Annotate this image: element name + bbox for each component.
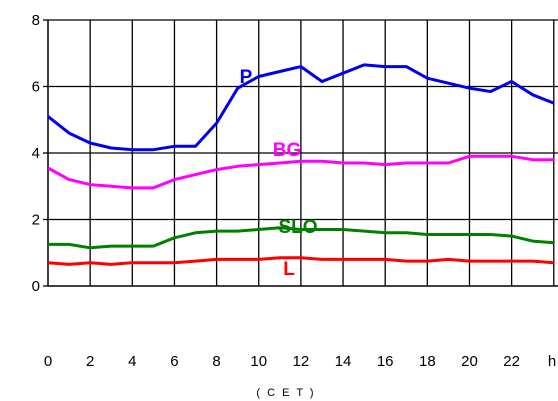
y-tick-labels: 0 2 4 6 8: [32, 12, 40, 295]
x-tick-label: 14: [335, 353, 352, 370]
series-line-l: [48, 256, 554, 266]
series-labels: P BG SLO L: [240, 67, 318, 280]
series-label-p: P: [240, 67, 253, 88]
axes: [43, 19, 558, 287]
y-tick-label: 2: [32, 212, 40, 229]
series-line-bg: [48, 154, 554, 190]
x-tick-label: 8: [212, 353, 220, 370]
y-tick-label: 0: [32, 278, 40, 295]
series-line-p: [48, 63, 555, 152]
x-tick-label: 18: [419, 353, 436, 370]
series-label-bg: BG: [273, 140, 302, 161]
series-lines: [48, 63, 555, 266]
x-axis-title: ( C E T ): [256, 387, 315, 399]
y-tick-label: 4: [32, 145, 40, 162]
x-tick-label: 16: [377, 353, 394, 370]
x-tick-labels: 0 2 4 6 8 10 12 14 16 18 20 22 h: [44, 353, 556, 370]
x-tick-label: 20: [461, 353, 478, 370]
x-tick-label: 2: [86, 353, 94, 370]
series-line-slo: [48, 226, 554, 250]
x-tick-label: 0: [44, 353, 52, 370]
x-tick-label: 12: [293, 353, 310, 370]
grid-lines: [48, 19, 558, 286]
x-tick-label: 6: [170, 353, 178, 370]
series-label-slo: SLO: [278, 217, 317, 238]
y-tick-label: 6: [32, 79, 40, 96]
x-tick-label: h: [548, 353, 556, 370]
x-tick-label: 22: [503, 353, 520, 370]
series-label-l: L: [283, 259, 295, 280]
x-tick-label: 10: [250, 353, 267, 370]
x-tick-label: 4: [128, 353, 136, 370]
y-tick-label: 8: [32, 12, 40, 29]
